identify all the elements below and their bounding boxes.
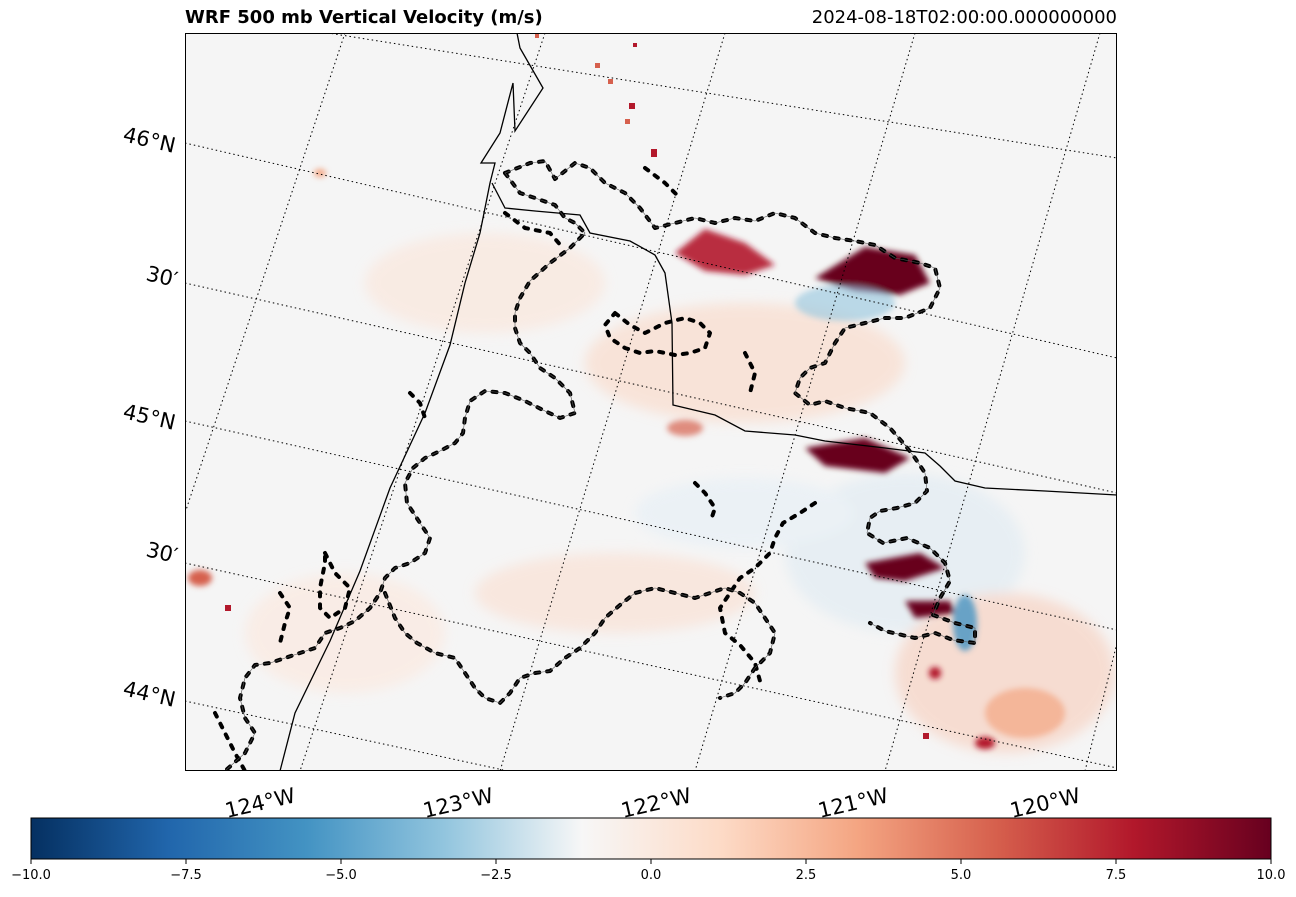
map-border (185, 33, 1117, 771)
colorbar-gradient (30, 817, 1272, 860)
colorbar-svg: −10.0 −7.5 −5.0 −2.5 0.0 2.5 5.0 7.5 10.0 (11, 817, 1286, 883)
colorbar-tick-label: −7.5 (170, 868, 202, 883)
colorbar-tick-label: 5.0 (951, 868, 972, 883)
colorbar-tick-label: 2.5 (796, 868, 817, 883)
lat-label: 44°N (121, 676, 178, 711)
colorbar-tick-label: −10.0 (11, 868, 51, 883)
lat-label: 30′ (144, 261, 180, 292)
colorbar-tick-label: −5.0 (325, 868, 357, 883)
terrain-contours (213, 159, 977, 771)
colorbar: −10.0 −7.5 −5.0 −2.5 0.0 2.5 5.0 7.5 10.0 (0, 800, 1296, 893)
colorbar-tick-label: 10.0 (1257, 868, 1286, 883)
colorbar-tick-label: 7.5 (1106, 868, 1127, 883)
map-panel[interactable] (185, 33, 1117, 771)
colorbar-tick-label: 0.0 (641, 868, 662, 883)
coastline (279, 33, 1117, 771)
lat-label: 30′ (144, 537, 180, 568)
lat-label: 45°N (121, 399, 178, 434)
lat-label: 46°N (121, 122, 178, 157)
map-timestamp: 2024-08-18T02:00:00.000000000 (811, 7, 1117, 28)
map-title: WRF 500 mb Vertical Velocity (m/s) (185, 7, 543, 28)
map-canvas[interactable] (185, 33, 1117, 771)
graticule (185, 33, 1117, 771)
colorbar-tick-label: −2.5 (480, 868, 512, 883)
